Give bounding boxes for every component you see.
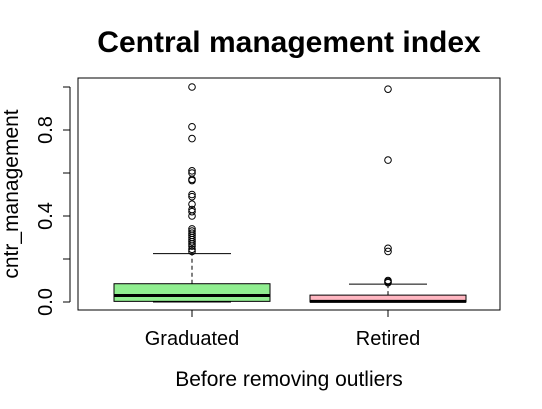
outlier-point [384,156,392,164]
outlier-point [188,192,196,201]
outlier-point [384,244,392,253]
y-tick-label: 0.4 [35,202,57,230]
plot-frame [77,77,501,311]
outlier-point [188,122,196,131]
x-axis-label: Before removing outliers [175,368,403,391]
box [113,283,271,302]
outlier-point [188,247,196,256]
outlier-point [188,200,196,208]
boxes [113,83,467,303]
outlier-point [384,85,392,93]
outlier-point [188,240,196,248]
x-axis: Graduated Retired [145,309,420,350]
y-axis: 0.0 0.4 0.8 [35,86,71,316]
box-group [113,83,271,303]
outlier-point [188,83,196,91]
outlier-point [188,134,196,143]
outlier-point [188,245,196,254]
outlier-point [384,247,392,256]
y-axis-label: cntr_management [0,109,23,278]
outlier-point [188,176,196,185]
outlier-point [188,167,196,175]
outlier-point [188,242,196,250]
y-tick-label: 0.0 [35,288,57,316]
outlier-point [188,238,196,246]
x-tick-label: Retired [356,328,420,350]
outlier-point [188,207,196,216]
box-group [309,85,467,303]
outlier-point [188,212,196,220]
x-tick-label: Graduated [145,328,240,350]
outlier-point [188,190,196,199]
chart-title: Central management index [97,26,481,59]
outlier-point [384,278,392,287]
y-tick-label: 0.8 [35,116,57,144]
